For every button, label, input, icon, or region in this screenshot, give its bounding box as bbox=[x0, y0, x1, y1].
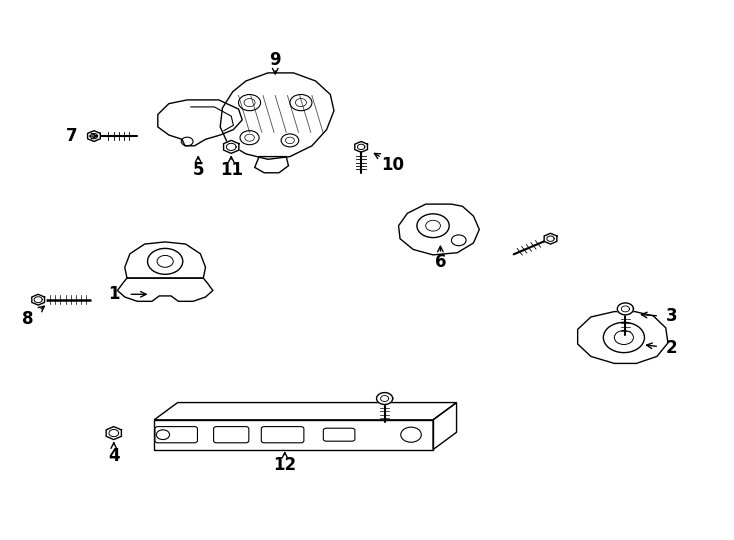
Text: 3: 3 bbox=[666, 307, 677, 325]
Polygon shape bbox=[355, 141, 368, 152]
Polygon shape bbox=[87, 131, 101, 141]
Text: 8: 8 bbox=[22, 309, 34, 328]
Polygon shape bbox=[544, 233, 557, 244]
Text: 10: 10 bbox=[381, 156, 404, 174]
Polygon shape bbox=[32, 294, 45, 305]
Polygon shape bbox=[224, 140, 239, 153]
Text: 7: 7 bbox=[66, 127, 78, 145]
Text: 5: 5 bbox=[192, 161, 204, 179]
Text: 6: 6 bbox=[435, 253, 446, 271]
Polygon shape bbox=[377, 393, 393, 404]
Text: 9: 9 bbox=[269, 51, 281, 70]
Text: 11: 11 bbox=[219, 161, 243, 179]
Text: 1: 1 bbox=[108, 285, 120, 303]
Polygon shape bbox=[617, 303, 633, 315]
Text: 2: 2 bbox=[666, 339, 677, 357]
Text: 12: 12 bbox=[273, 456, 297, 475]
Polygon shape bbox=[106, 427, 121, 440]
Text: 4: 4 bbox=[108, 447, 120, 465]
